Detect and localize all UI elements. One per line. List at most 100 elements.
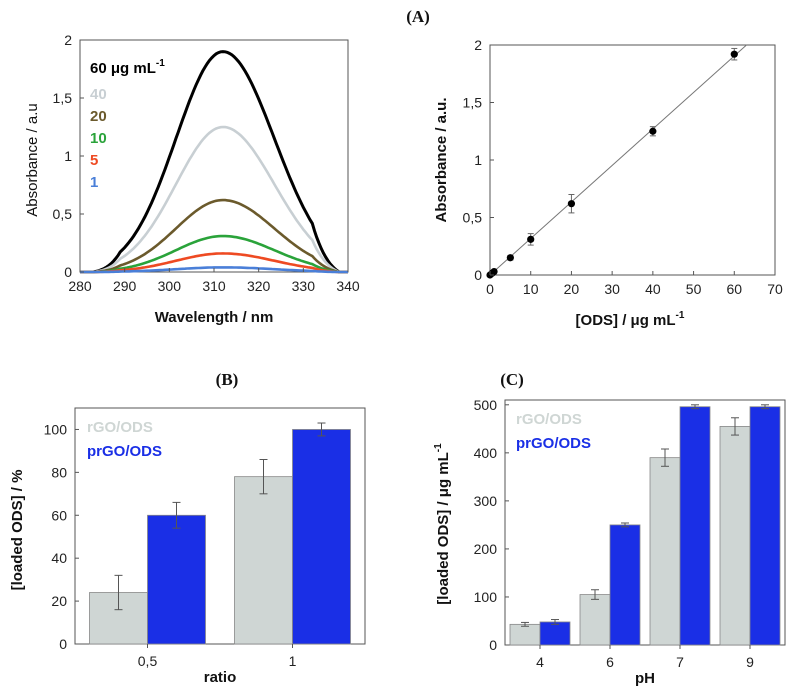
ratio-y-tick-label: 100: [44, 421, 68, 437]
calibration-point: [490, 267, 498, 276]
ratio-frame: [74, 407, 366, 645]
calibration-x-tick-label: 70: [767, 281, 783, 297]
spectra-x-tick-label: 320: [247, 278, 271, 294]
calibration-point: [649, 127, 657, 135]
ph-bar-prgo-ods: [539, 621, 571, 646]
spectra-x-tick-label: 300: [158, 278, 182, 294]
ph-x-tick-label: 4: [536, 654, 544, 670]
calibration-y-tick-label: 2: [474, 37, 482, 53]
ph-bars: [509, 404, 781, 646]
ratio-x-ticks: 0,5 1: [138, 644, 297, 669]
calibration-points: [486, 47, 738, 279]
calibration-x-tick-label: 20: [564, 281, 580, 297]
ratio-y-ticks: 0 20 40 60 80 100: [44, 421, 79, 652]
ph-x-tick-label: 6: [606, 654, 614, 670]
ph-bar-prgo-ods: [609, 524, 641, 646]
spectra-y-tick-label: 1: [64, 148, 72, 164]
ratio-bar-rgo-ods: [234, 476, 293, 645]
ph-x-tick-label: 7: [676, 654, 684, 670]
ph-y-tick-label: 0: [489, 637, 497, 653]
ratio-y-tick-label: 20: [51, 593, 67, 609]
calibration-y-tick-label: 0,5: [463, 210, 483, 226]
spectrum-curve-20: [80, 198, 348, 274]
ph-y-tick-label: 100: [474, 589, 498, 605]
calibration-x-tick-label: 60: [726, 281, 742, 297]
ph-bar-prgo-ods: [679, 406, 711, 646]
calibration-x-tick-label: 0: [486, 281, 494, 297]
legend-20: 20: [90, 108, 107, 125]
ratio-legend-rgo: rGO/ODS: [87, 419, 153, 436]
calibration-point: [730, 50, 738, 58]
spectra-y-label: Absorbance / a.u: [24, 103, 41, 216]
ph-y-label: [loaded ODS] / μg mL-1: [433, 443, 452, 605]
ratio-y-label: [loaded ODS] / %: [9, 470, 26, 591]
ph-x-ticks: 4 6 7 9: [536, 645, 754, 670]
legend-60: 60 μg mL-1: [90, 58, 165, 77]
calibration-y-tick-label: 0: [474, 267, 482, 283]
calibration-y-ticks: 0 0,5 1 1,5 2: [463, 37, 494, 283]
ratio-legend-prgo: prGO/ODS: [87, 443, 162, 460]
ratio-y-tick-label: 60: [51, 507, 67, 523]
spectra-x-label: Wavelength / nm: [155, 309, 274, 326]
spectra-y-tick-label: 0: [64, 264, 72, 280]
spectra-x-tick-label: 280: [68, 278, 92, 294]
calibration-chart: 0 10 20 30 40 50 60 70 0 0,5 1 1,5 2 [ODS] / μg mL-…: [433, 37, 783, 329]
spectra-x-tick-label: 310: [202, 278, 226, 294]
ph-y-tick-label: 200: [474, 541, 498, 557]
ratio-x-tick-label: 1: [289, 653, 297, 669]
ratio-bars: [89, 422, 351, 645]
calibration-y-label: Absorbance / a.u.: [433, 97, 450, 222]
ratio-y-tick-label: 80: [51, 464, 67, 480]
calibration-x-tick-label: 10: [523, 281, 539, 297]
spectra-x-tick-label: 290: [113, 278, 137, 294]
spectra-curves: [80, 50, 348, 274]
spectra-y-ticks: 0 0,5 1 1,5 2: [53, 32, 84, 280]
calibration-point: [527, 235, 535, 243]
spectra-y-tick-label: 1,5: [53, 90, 73, 106]
ph-bar-rgo-ods: [719, 426, 751, 646]
spectra-chart: 280 290 300 310 320 330 340 0 0,5 1 1,5 2 Waveleng…: [24, 32, 360, 326]
ph-legend-prgo: prGO/ODS: [516, 435, 591, 452]
ph-frame: [504, 399, 786, 646]
ph-x-label: pH: [635, 670, 655, 687]
ph-bar-rgo-ods: [579, 594, 611, 646]
ph-y-ticks: 0 100 200 300 400 500: [474, 397, 509, 653]
calibration-point: [567, 200, 576, 208]
calibration-y-tick-label: 1,5: [463, 95, 483, 111]
legend-10: 10: [90, 130, 107, 147]
calibration-x-ticks: 0 10 20 30 40 50 60 70: [486, 271, 783, 297]
legend-1: 1: [90, 174, 98, 191]
ph-y-tick-label: 500: [474, 397, 498, 413]
ratio-bar-prgo-ods: [292, 429, 351, 645]
legend-40: 40: [90, 86, 107, 103]
ph-y-tick-label: 400: [474, 445, 498, 461]
spectra-y-tick-label: 0,5: [53, 206, 73, 222]
spectrum-curve-40: [80, 125, 348, 274]
spectra-x-ticks: 280 290 300 310 320 330 340: [68, 268, 360, 294]
panel-label-a: (A): [406, 7, 430, 26]
ph-x-tick-label: 9: [746, 654, 754, 670]
spectra-x-tick-label: 340: [336, 278, 360, 294]
ph-bar-prgo-ods: [749, 406, 781, 646]
spectra-y-tick-label: 2: [64, 32, 72, 48]
calibration-x-tick-label: 50: [686, 281, 702, 297]
calibration-x-tick-label: 40: [645, 281, 661, 297]
ratio-y-tick-label: 0: [59, 636, 67, 652]
ph-bar-rgo-ods: [509, 623, 541, 646]
calibration-x-label: [ODS] / μg mL-1: [576, 310, 685, 329]
ratio-x-tick-label: 0,5: [138, 653, 158, 669]
spectra-x-tick-label: 330: [292, 278, 316, 294]
panel-label-c: (C): [500, 370, 524, 389]
calibration-y-tick-label: 1: [474, 152, 482, 168]
ph-y-tick-label: 300: [474, 493, 498, 509]
spectrum-curve-60: [80, 50, 348, 274]
calibration-point: [506, 254, 514, 262]
ph-chart: 0 100 200 300 400 500 4 6 7 9 pH [loaded ODS] / …: [433, 397, 786, 687]
ratio-x-label: ratio: [204, 669, 237, 686]
legend-5: 5: [90, 152, 98, 169]
ph-legend-rgo: rGO/ODS: [516, 411, 582, 428]
ph-bar-rgo-ods: [649, 457, 681, 646]
calibration-x-tick-label: 30: [604, 281, 620, 297]
